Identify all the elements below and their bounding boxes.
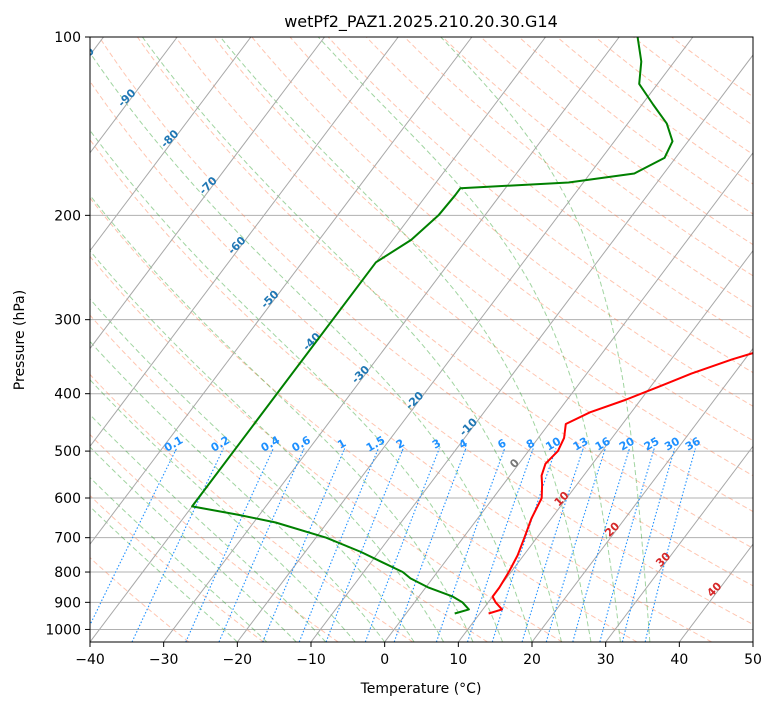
y-tick-label: 800 xyxy=(54,565,81,581)
isotherm-line xyxy=(90,37,178,154)
mixing-ratio-line xyxy=(572,448,631,642)
moist-adiabat-line xyxy=(90,379,356,642)
dry-adiabat-line xyxy=(90,80,753,625)
x-tick-label: −10 xyxy=(296,652,326,668)
moist-adiabat-line xyxy=(141,37,562,642)
y-tick-label: 200 xyxy=(54,208,81,224)
x-tick-label: 40 xyxy=(670,652,688,668)
dry-adiabat-line xyxy=(90,433,339,642)
mixing-ratio-line xyxy=(644,448,696,642)
isobar-grid xyxy=(90,37,753,630)
x-axis-ticks: −40 −30 −20 −10 0 10 20 30 40 50 xyxy=(75,642,762,668)
sounding-series xyxy=(191,37,753,615)
moist-adiabat-line xyxy=(440,37,651,642)
moist-adiabat-line xyxy=(90,250,445,642)
x-tick-label: 50 xyxy=(744,652,762,668)
x-axis-label: Temperature (°C) xyxy=(360,681,482,697)
y-tick-label: 900 xyxy=(54,595,81,611)
y-axis-label: Pressure (hPa) xyxy=(12,290,28,390)
mixing-ratio-line xyxy=(491,448,557,642)
moist-adiabat-line xyxy=(220,37,592,642)
dry-adiabat-line xyxy=(90,197,638,642)
y-tick-label: 300 xyxy=(54,313,81,329)
moist-adiabats xyxy=(90,37,651,642)
dry-adiabat-line xyxy=(98,37,753,587)
temperature-profile-line xyxy=(488,352,753,615)
y-tick-label: 1000 xyxy=(45,622,81,638)
mixing-ratio-line xyxy=(521,448,584,642)
dry-adiabat-line xyxy=(365,37,753,341)
mixing-ratio-line xyxy=(545,448,606,642)
moist-adiabat-line xyxy=(90,413,327,642)
mixing-ratio-line xyxy=(466,448,534,642)
dry-adiabat-line xyxy=(90,494,264,642)
x-tick-label: 30 xyxy=(597,652,615,668)
moist-adiabat-line xyxy=(90,298,415,642)
mixing-ratio-line xyxy=(599,448,655,642)
dry-adiabat-line xyxy=(175,37,753,513)
isotherm-line xyxy=(90,37,399,448)
y-tick-label: 100 xyxy=(54,30,81,46)
dry-adiabat-line xyxy=(90,138,712,642)
isotherm-line xyxy=(90,37,325,350)
mixing-ratio-line xyxy=(298,448,379,642)
moist-adiabat-line xyxy=(90,129,503,642)
isotherm-line xyxy=(163,37,620,642)
isotherm-line xyxy=(457,249,753,642)
x-tick-label: 20 xyxy=(523,652,541,668)
isotherm-grid xyxy=(90,37,753,642)
y-axis-ticks: 1000 900 800 700 600 500 400 300 200 100 xyxy=(45,30,90,638)
y-tick-label: 400 xyxy=(54,387,81,403)
x-tick-label: 10 xyxy=(449,652,467,668)
moist-adiabat-line xyxy=(90,476,268,642)
moist-adiabat-line xyxy=(90,446,297,642)
dry-adiabat-line xyxy=(90,556,190,642)
moist-adiabat-line xyxy=(90,194,474,642)
isotherm-line xyxy=(531,347,753,642)
isotherm-line xyxy=(90,37,252,252)
dry-adiabat-line xyxy=(213,37,753,477)
x-tick-label: 0 xyxy=(380,652,389,668)
dewpoint-profile-line xyxy=(191,37,674,615)
isotherm-line xyxy=(384,152,753,642)
mixing-ratio-line xyxy=(435,448,506,642)
mixing-ratio-line xyxy=(393,448,467,642)
y-tick-label: 600 xyxy=(54,491,81,507)
dry-adiabat-line xyxy=(327,37,753,374)
mixing-ratio-line xyxy=(262,448,346,642)
dry-adiabat-line xyxy=(90,314,488,642)
x-tick-label: −40 xyxy=(75,652,105,668)
x-tick-label: −30 xyxy=(149,652,179,668)
isotherm-line xyxy=(236,37,694,642)
isotherm-line xyxy=(310,54,753,642)
mixing-ratio-line xyxy=(621,448,676,642)
y-tick-label: 700 xyxy=(54,531,81,547)
chart-title: wetPf2_PAZ1.2025.210.20.30.G14 xyxy=(284,12,558,32)
mixing-ratio-line xyxy=(364,448,440,642)
plot-frame xyxy=(89,36,754,643)
y-tick-label: 500 xyxy=(54,444,81,460)
moist-adiabat-line xyxy=(90,51,533,642)
mixing-ratio-line xyxy=(218,448,305,642)
isotherm-line xyxy=(605,445,753,642)
x-tick-label: −20 xyxy=(223,652,253,668)
mixing-ratio-line xyxy=(90,448,178,627)
isotherm-line xyxy=(90,37,473,546)
moist-adiabat-line xyxy=(317,37,621,642)
